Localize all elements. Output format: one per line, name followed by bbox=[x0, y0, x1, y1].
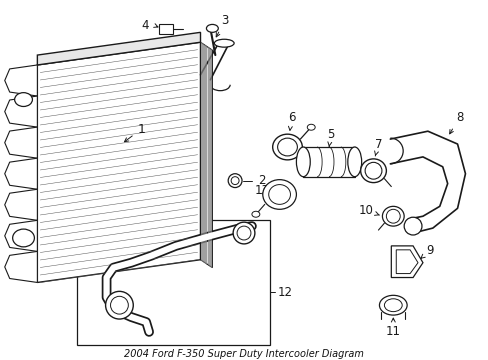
Ellipse shape bbox=[13, 229, 34, 247]
Ellipse shape bbox=[268, 185, 290, 204]
Ellipse shape bbox=[386, 209, 399, 223]
Text: 7: 7 bbox=[374, 138, 382, 156]
Polygon shape bbox=[200, 42, 212, 267]
Ellipse shape bbox=[272, 134, 302, 160]
Ellipse shape bbox=[360, 159, 386, 183]
Polygon shape bbox=[5, 96, 37, 127]
Text: 13: 13 bbox=[254, 184, 269, 197]
Ellipse shape bbox=[110, 296, 128, 314]
Text: 9: 9 bbox=[420, 244, 433, 258]
Ellipse shape bbox=[237, 226, 250, 240]
Ellipse shape bbox=[404, 217, 421, 235]
Ellipse shape bbox=[206, 24, 218, 32]
Ellipse shape bbox=[384, 299, 401, 312]
Ellipse shape bbox=[306, 124, 315, 130]
Text: 10: 10 bbox=[358, 204, 379, 217]
Ellipse shape bbox=[214, 39, 234, 47]
Polygon shape bbox=[37, 32, 200, 65]
Text: 12: 12 bbox=[277, 286, 292, 299]
Bar bbox=[77, 220, 269, 345]
Text: 3: 3 bbox=[216, 14, 228, 37]
Polygon shape bbox=[395, 250, 417, 274]
Polygon shape bbox=[5, 251, 37, 283]
Ellipse shape bbox=[379, 295, 407, 315]
Ellipse shape bbox=[296, 147, 309, 177]
Text: 2004 Ford F-350 Super Duty Intercooler Diagram: 2004 Ford F-350 Super Duty Intercooler D… bbox=[124, 348, 363, 359]
Text: 5: 5 bbox=[326, 128, 334, 147]
Ellipse shape bbox=[277, 138, 297, 156]
Polygon shape bbox=[37, 42, 200, 283]
Text: 4: 4 bbox=[142, 19, 149, 32]
Polygon shape bbox=[5, 158, 37, 189]
Text: 6: 6 bbox=[287, 111, 295, 130]
Ellipse shape bbox=[382, 206, 404, 226]
Ellipse shape bbox=[347, 147, 361, 177]
Ellipse shape bbox=[262, 180, 296, 209]
Text: 2: 2 bbox=[257, 174, 265, 187]
Text: 11: 11 bbox=[385, 318, 400, 338]
Polygon shape bbox=[5, 65, 37, 96]
Polygon shape bbox=[5, 220, 37, 251]
Text: 1: 1 bbox=[124, 123, 145, 142]
Ellipse shape bbox=[228, 174, 242, 188]
Ellipse shape bbox=[251, 211, 259, 217]
Ellipse shape bbox=[15, 93, 32, 107]
Polygon shape bbox=[390, 246, 422, 278]
Text: 8: 8 bbox=[449, 111, 462, 134]
Bar bbox=[159, 24, 172, 34]
Ellipse shape bbox=[231, 177, 239, 185]
Ellipse shape bbox=[105, 291, 133, 319]
Polygon shape bbox=[5, 189, 37, 220]
Polygon shape bbox=[5, 127, 37, 158]
Ellipse shape bbox=[365, 162, 381, 179]
Ellipse shape bbox=[233, 222, 254, 244]
